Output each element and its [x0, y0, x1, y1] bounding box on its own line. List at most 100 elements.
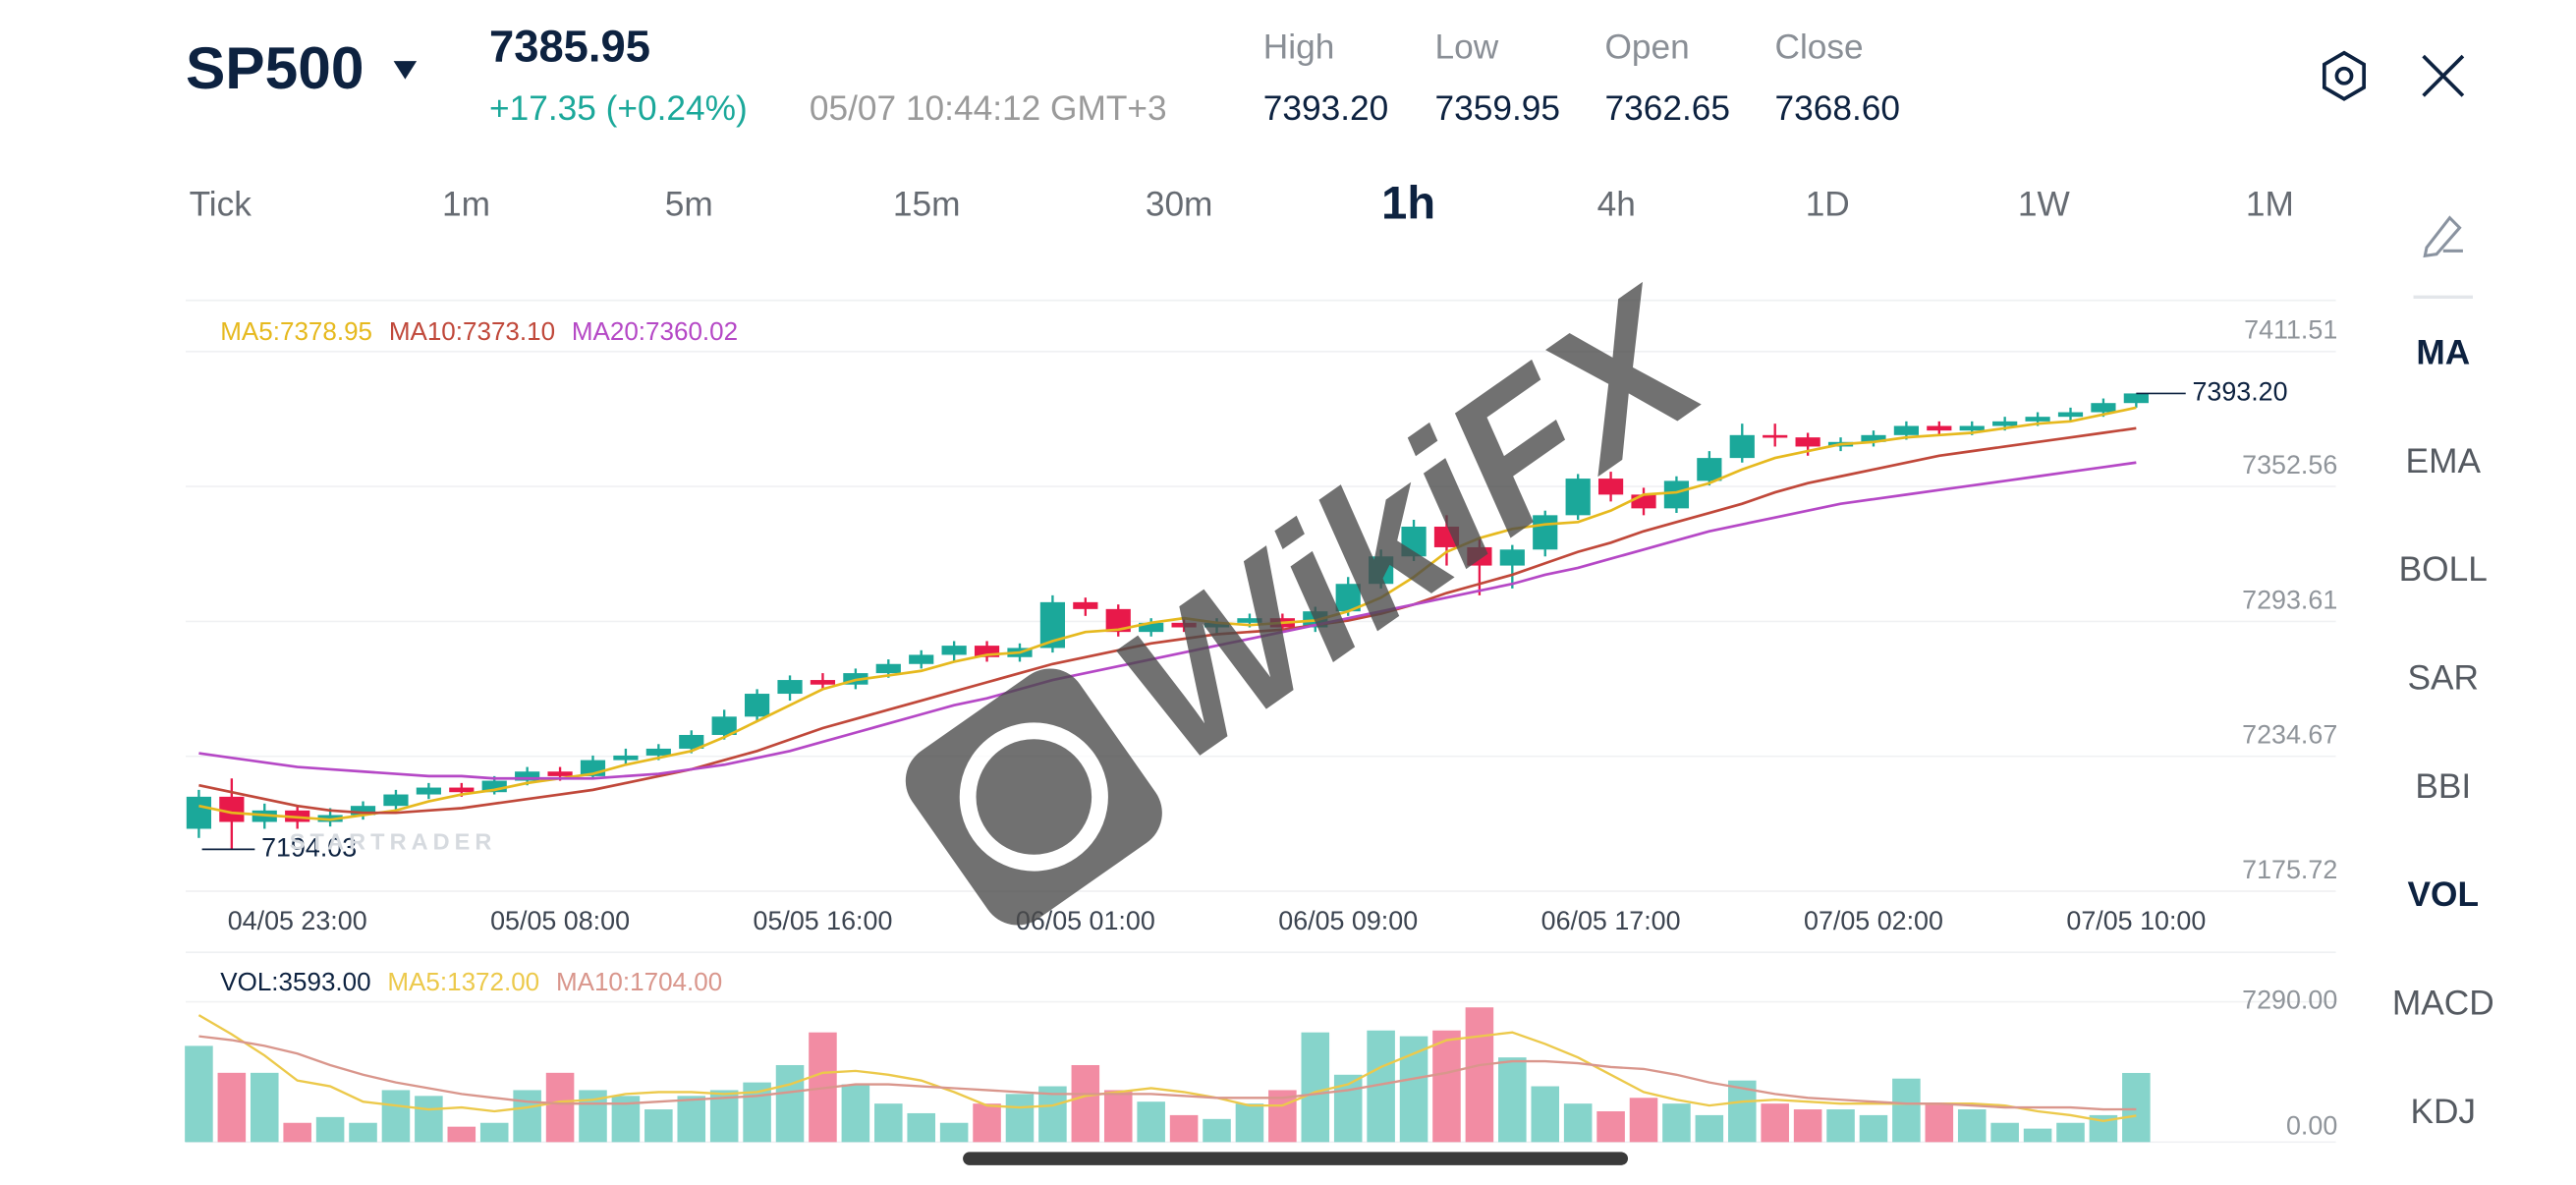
volume-bar	[283, 1122, 311, 1143]
indicator-tab[interactable]: MA	[2416, 333, 2470, 371]
timeframe-tab[interactable]: 1m	[442, 185, 490, 223]
indicator-tab[interactable]: VOL	[2408, 875, 2480, 914]
stat-label: Open	[1604, 28, 1689, 67]
timeframe-tab[interactable]: 1W	[2018, 185, 2071, 223]
plot: 7175.72 7234.67 7293.61 7352.56 7411.51 0.00 7…	[185, 315, 2337, 1144]
candle-body	[613, 755, 639, 761]
candle-body	[909, 654, 934, 664]
indicator-tab[interactable]: KDJ	[2410, 1093, 2476, 1131]
candle-body	[1139, 622, 1164, 633]
timeframe-tab[interactable]: 30m	[1146, 185, 1213, 223]
volume-bar	[2122, 1072, 2151, 1143]
y-tick-label: 7293.61	[2242, 585, 2337, 614]
indicators: MA EMA BOLL SAR BBI VOL MACD KDJ	[2392, 333, 2494, 1130]
candle-body	[875, 663, 901, 674]
volume-bar	[1169, 1114, 1199, 1143]
candle-body	[777, 680, 803, 695]
candle-body	[1073, 601, 1098, 609]
volume-bar	[1071, 1064, 1100, 1143]
watermark-logo-mark	[959, 722, 1108, 872]
volume-bar	[1695, 1114, 1724, 1143]
close-icon[interactable]	[2422, 54, 2465, 97]
indicator-tab[interactable]: EMA	[2406, 442, 2482, 480]
stats: High 7393.20 Low 7359.95 Open 7362.65 Close 736…	[1263, 28, 1900, 128]
timeframe-tab[interactable]: 4h	[1597, 185, 1636, 223]
volume-bar	[874, 1103, 903, 1143]
volume-bar	[973, 1103, 1001, 1143]
candle-body	[481, 780, 507, 793]
candle-body	[1105, 608, 1131, 633]
volume-bar	[1596, 1110, 1625, 1143]
candle-body	[186, 796, 212, 829]
candle-body	[515, 771, 540, 781]
volume-bar	[1301, 1032, 1330, 1143]
timeframe-tab[interactable]: Tick	[190, 185, 252, 223]
indicator-tab[interactable]: BBI	[2415, 767, 2471, 806]
volume-bar	[1892, 1078, 1921, 1143]
ma-line	[198, 461, 2137, 780]
candle-body	[1729, 434, 1755, 459]
change: +17.35 (+0.24%)	[489, 89, 748, 128]
stat-value: 7368.60	[1775, 89, 1900, 128]
volume-bar	[1531, 1086, 1560, 1143]
indicator-tab[interactable]: MACD	[2392, 985, 2494, 1023]
settings-icon[interactable]	[2322, 50, 2366, 101]
candle-body	[941, 646, 967, 655]
volume-bar	[217, 1072, 247, 1143]
symbol[interactable]: SP500	[186, 34, 364, 101]
candle-body	[1171, 622, 1197, 628]
volume-bar	[1563, 1103, 1593, 1143]
candle-body	[1467, 546, 1492, 566]
timeframe-tab[interactable]: 15m	[893, 185, 961, 223]
y-tick-label: 7290.00	[2242, 986, 2337, 1015]
candle-body	[1959, 425, 1985, 431]
timeframes: Tick 1m 5m 15m 30m 1h 4h 1D 1W 1M	[190, 176, 2294, 228]
timeframe-tab[interactable]: 1D	[1806, 185, 1850, 223]
timeframe-tab[interactable]: 5m	[665, 185, 713, 223]
volume-bar	[447, 1126, 476, 1143]
legend-entry: MA5:7378.95	[220, 316, 372, 346]
volume-bar	[1235, 1103, 1264, 1143]
volume-bar	[1005, 1094, 1035, 1143]
stat-label: Low	[1434, 28, 1498, 67]
ma-line	[198, 406, 2137, 821]
candle-body	[745, 694, 770, 717]
candle-body	[1499, 549, 1525, 566]
candle-body	[711, 716, 737, 735]
volume-bar	[841, 1084, 870, 1143]
candle-body	[1237, 618, 1262, 623]
indicator-tab[interactable]: SAR	[2408, 659, 2480, 698]
candle-body	[2123, 393, 2149, 404]
candle-body	[1927, 425, 1952, 431]
y-tick-label: 7352.56	[2242, 450, 2337, 480]
candle-body	[1663, 480, 1690, 509]
legend-entry: MA5:1372.00	[387, 967, 539, 996]
x-tick-label: 05/05 16:00	[754, 906, 893, 935]
volume-bar	[1137, 1101, 1165, 1143]
candle-body	[1369, 556, 1394, 585]
stat-value: 7359.95	[1434, 89, 1559, 128]
volume-bar	[1629, 1098, 1658, 1143]
brand-watermark: STARTRADER	[290, 829, 497, 855]
volume-bar	[315, 1116, 345, 1143]
min-label: 7194.03	[261, 832, 357, 862]
candle-body	[2057, 412, 2084, 418]
candle-body	[810, 680, 836, 685]
timeframe-tab[interactable]: 1h	[1381, 176, 1435, 228]
x-tick-label: 06/05 17:00	[1541, 906, 1681, 935]
timeframe-tab[interactable]: 1M	[2246, 185, 2294, 223]
symbol-dropdown[interactable]	[393, 61, 418, 80]
y-tick-label: 0.00	[2286, 1110, 2337, 1140]
indicator-tab[interactable]: BOLL	[2399, 550, 2488, 589]
candle-body	[449, 787, 475, 793]
candle-body	[219, 796, 245, 822]
draw-tool-icon[interactable]	[2423, 215, 2463, 258]
ma-line	[198, 426, 2137, 815]
volume-bar	[1038, 1086, 1067, 1143]
candle-body	[383, 794, 409, 807]
volume-bar	[415, 1096, 443, 1143]
y-tick-label: 7175.72	[2242, 855, 2337, 884]
max-label: 7393.20	[2192, 377, 2287, 407]
candle-body	[1763, 434, 1788, 438]
